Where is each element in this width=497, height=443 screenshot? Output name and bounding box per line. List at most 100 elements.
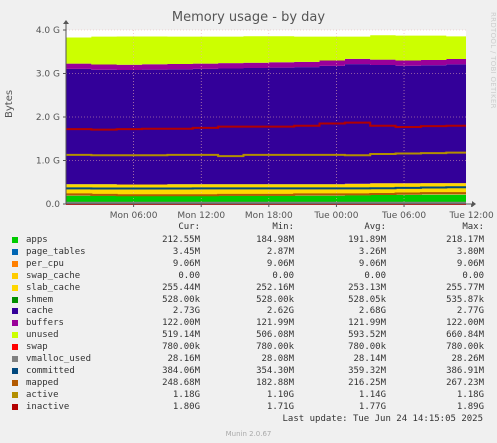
legend-row-per-cpu: per_cpu 9.06M 9.06M 9.06M 9.06M — [12, 259, 490, 270]
legend-value-cur: 28.16M — [167, 354, 200, 364]
legend-swatch — [12, 332, 18, 339]
y-tick-label: 1.0 G — [36, 157, 60, 167]
legend-value-min: 528.00k — [256, 294, 294, 305]
stacked-areas — [66, 35, 466, 204]
rrdtool-credit: RRDTOOL / TOBI OETIKER — [489, 12, 497, 109]
legend-value-cur: 9.06M — [172, 258, 200, 269]
legend-label: page_tables — [26, 246, 86, 257]
legend-value-avg: 2.68G — [358, 306, 386, 317]
y-tick-label: 0.0 — [46, 200, 61, 210]
legend-value-cur: 384.06M — [162, 365, 200, 376]
y-axis-arrow — [63, 20, 69, 24]
legend-value-max: 535.87k — [446, 294, 484, 305]
legend-row-apps: apps 212.55M 184.98M 191.89M 218.17M — [12, 235, 490, 246]
line-inactive — [66, 121, 466, 131]
legend-value-max: 9.06M — [456, 258, 484, 269]
legend-value-avg: 1.14G — [358, 389, 386, 400]
y-tick-label: 3.0 G — [36, 70, 60, 80]
legend-value-max: 660.84M — [446, 330, 484, 341]
last-update: Last update: Tue Jun 24 14:15:05 2025 — [282, 414, 483, 424]
legend-value-min: 121.99M — [256, 318, 294, 329]
legend-value-avg: 0.00 — [364, 270, 386, 281]
legend-swatch — [12, 308, 18, 315]
legend-value-avg: 28.14M — [353, 354, 386, 364]
legend-swatch — [12, 344, 18, 351]
legend-row-mapped: mapped 248.68M 182.88M 216.25M 267.23M — [12, 378, 490, 389]
legend-row-inactive: inactive 1.80G 1.71G 1.77G 1.89G — [12, 402, 490, 413]
legend-value-max: 28.26M — [451, 354, 484, 364]
legend-value-min: 2.62G — [266, 306, 294, 317]
legend-label: swap — [26, 342, 48, 353]
legend-value-max: 386.91M — [446, 365, 484, 376]
legend-row-vmalloc-used: vmalloc_used 28.16M 28.08M 28.14M 28.26M — [12, 354, 490, 365]
legend-swatch — [12, 296, 18, 303]
area-unused — [66, 35, 466, 65]
legend-value-min: 506.08M — [256, 330, 294, 341]
legend-swatch — [12, 356, 18, 362]
legend-swatch — [12, 237, 18, 243]
legend-swatch — [12, 391, 18, 398]
legend-value-max: 255.77M — [446, 282, 484, 293]
col-header-min: Min: — [272, 222, 294, 232]
legend-value-max: 1.18G — [456, 389, 484, 400]
legend-swatch — [12, 272, 18, 279]
legend-value-min: 9.06M — [266, 258, 294, 269]
x-tick-label: Mon 06:00 — [110, 211, 158, 221]
legend-value-avg: 1.77G — [358, 401, 386, 412]
legend-row-committed: committed 384.06M 354.30M 359.32M 386.91M — [12, 366, 490, 377]
x-tick-label: Tue 00:00 — [313, 211, 358, 221]
col-header-cur: Cur: — [178, 222, 200, 232]
col-header-avg: Avg: — [364, 222, 386, 232]
legend-row-shmem: shmem 528.00k 528.00k 528.05k 535.87k — [12, 295, 490, 306]
chart-svg: 0.0 1.0 G 2.0 G 3.0 G 4.0 G Mon 06:00 Mon 12:0… — [36, 20, 494, 221]
y-tick-label: 2.0 G — [36, 113, 60, 123]
legend-swatch — [12, 248, 18, 255]
legend-value-cur: 528.00k — [162, 294, 200, 305]
x-tick-label: Tue 12:00 — [449, 211, 494, 221]
line-mapped — [66, 192, 466, 197]
legend-label: cache — [26, 306, 54, 317]
legend-swatch — [12, 403, 18, 410]
legend-value-min: 252.16M — [256, 282, 294, 293]
legend-label: committed — [26, 365, 75, 376]
chart-title: Memory usage - by day — [171, 10, 326, 25]
legend-value-min: 1.71G — [266, 401, 294, 412]
legend-row-unused: unused 519.14M 506.08M 593.52M 660.84M — [12, 330, 490, 341]
line-active — [66, 151, 466, 158]
x-tick-label: Mon 18:00 — [245, 211, 293, 221]
legend-label: slab_cache — [26, 282, 81, 293]
legend-row-buffers: buffers 122.00M 121.99M 121.99M 122.00M — [12, 318, 490, 329]
legend-value-cur: 1.18G — [172, 389, 200, 400]
legend-label: apps — [26, 235, 48, 245]
legend-value-max: 267.23M — [446, 377, 484, 388]
legend-value-cur: 0.00 — [178, 270, 200, 281]
legend-value-cur: 1.80G — [172, 401, 200, 412]
legend-value-max: 1.89G — [456, 401, 484, 412]
legend-label: shmem — [26, 294, 54, 305]
legend-row-page-tables: page_tables 3.45M 2.87M 3.26M 3.80M — [12, 247, 490, 258]
legend-row-swap: swap 780.00k 780.00k 780.00k 780.00k — [12, 342, 490, 353]
legend-swatch — [12, 367, 18, 374]
legend-value-cur: 255.44M — [162, 282, 200, 293]
legend-value-min: 1.10G — [266, 389, 294, 400]
legend-row-swap-cache: swap_cache 0.00 0.00 0.00 0.00 — [12, 271, 490, 282]
legend-label: active — [26, 389, 59, 400]
legend-value-min: 0.00 — [272, 270, 294, 281]
col-header-max: Max: — [462, 222, 484, 232]
legend-value-min: 184.98M — [256, 235, 294, 245]
legend-value-cur: 212.55M — [162, 235, 200, 245]
legend-label: buffers — [26, 318, 64, 329]
legend-value-max: 780.00k — [446, 342, 484, 353]
legend-value-avg: 253.13M — [348, 282, 386, 293]
legend-value-min: 354.30M — [256, 365, 294, 376]
legend-swatch — [12, 260, 18, 267]
legend-value-cur: 248.68M — [162, 377, 200, 388]
legend-row-cache: cache 2.73G 2.62G 2.68G 2.77G — [12, 306, 490, 317]
legend-value-min: 780.00k — [256, 342, 294, 353]
axes: 0.0 1.0 G 2.0 G 3.0 G 4.0 G Mon 06:00 Mon 12:0… — [36, 20, 494, 221]
legend-value-max: 218.17M — [446, 235, 484, 245]
legend-swatch — [12, 284, 18, 291]
legend-value-min: 28.08M — [261, 354, 294, 364]
area-apps — [66, 194, 466, 204]
